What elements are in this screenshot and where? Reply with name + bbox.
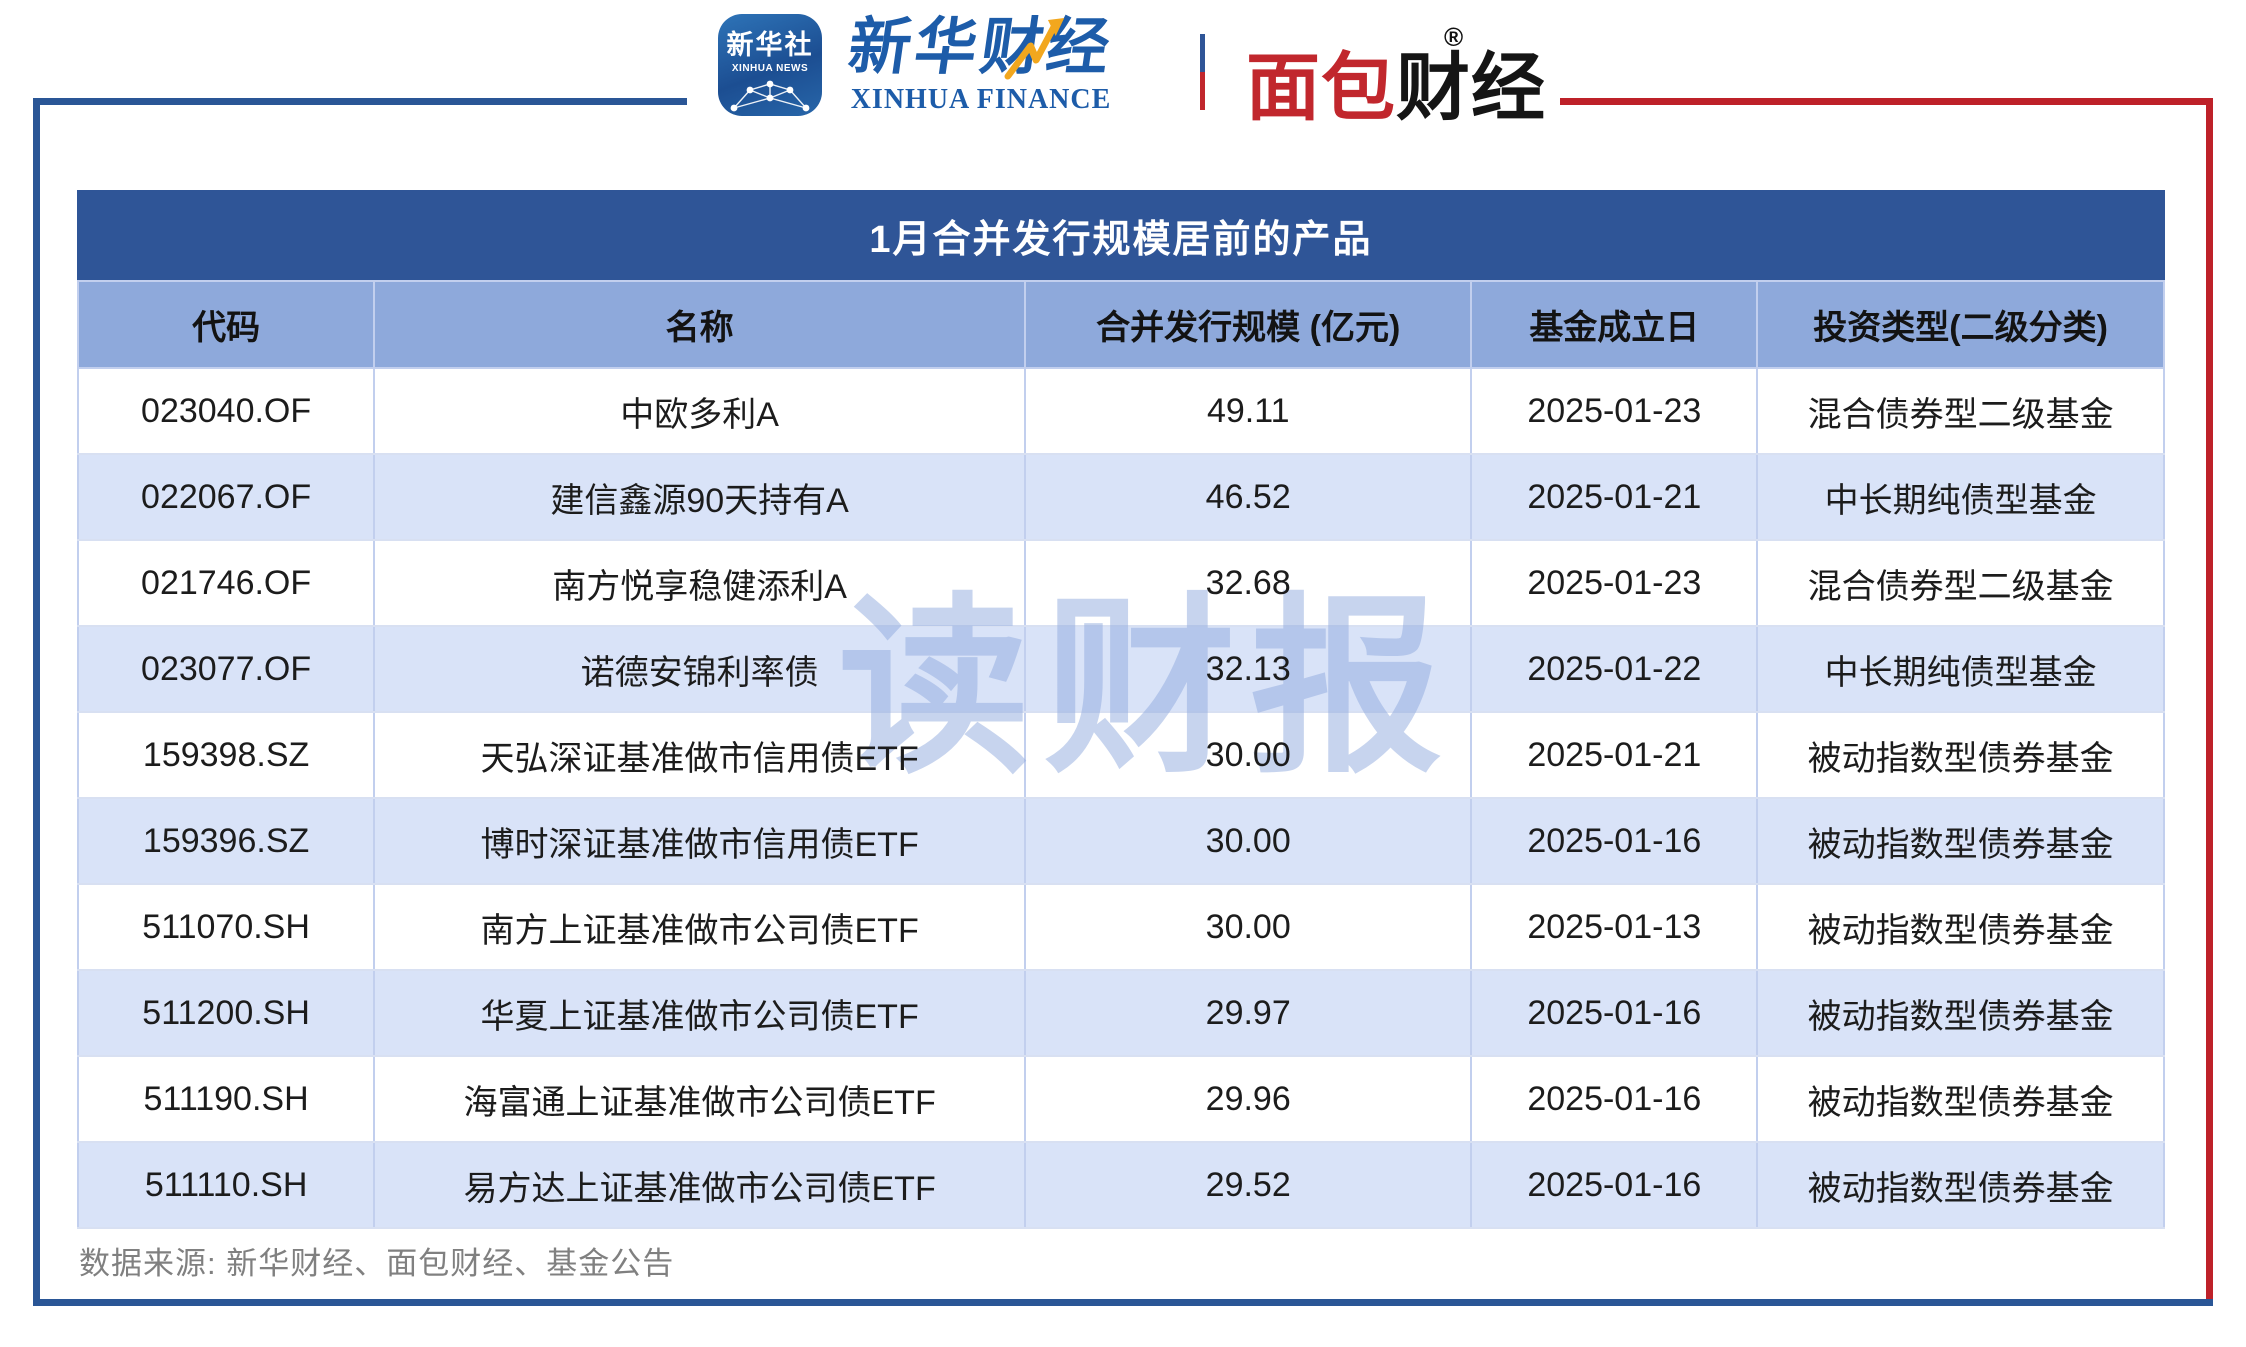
cell-name: 中欧多利A (373, 368, 1027, 455)
xinhua-finance-en-label: XINHUA FINANCE (850, 84, 1112, 116)
table-row: 023077.OF 诺德安锦利率债 32.13 2025-01-22 中长期纯债… (76, 626, 2165, 713)
cell-code: 159398.SZ (76, 712, 376, 799)
bread-finance-black-label: 财经 (1396, 46, 1546, 129)
table-row: 511110.SH 易方达上证基准做市公司债ETF 29.52 2025-01-… (76, 1142, 2165, 1229)
frame-left-border (33, 98, 40, 1306)
cell-scale: 30.00 (1024, 798, 1473, 885)
constellation-icon (730, 80, 810, 112)
cell-scale: 29.97 (1024, 970, 1473, 1057)
cell-code: 511190.SH (76, 1056, 376, 1143)
cell-name: 博时深证基准做市信用债ETF (373, 798, 1027, 885)
cell-scale: 49.11 (1024, 368, 1473, 455)
cell-type: 被动指数型债券基金 (1756, 1056, 2165, 1143)
cell-date: 2025-01-22 (1470, 626, 1759, 713)
column-header-type: 投资类型(二级分类) (1756, 280, 2165, 369)
cell-date: 2025-01-16 (1470, 798, 1759, 885)
cell-date: 2025-01-16 (1470, 1056, 1759, 1143)
cell-type: 被动指数型债券基金 (1756, 970, 2165, 1057)
cell-scale: 46.52 (1024, 454, 1473, 541)
cell-scale: 32.68 (1024, 540, 1473, 627)
cell-scale: 30.00 (1024, 712, 1473, 799)
cell-code: 023077.OF (76, 626, 376, 713)
cell-code: 511110.SH (76, 1142, 376, 1229)
cell-name: 建信鑫源90天持有A (373, 454, 1027, 541)
cell-name: 华夏上证基准做市公司债ETF (373, 970, 1027, 1057)
frame-right-border (2206, 98, 2213, 1306)
table-row: 511190.SH 海富通上证基准做市公司债ETF 29.96 2025-01-… (76, 1056, 2165, 1143)
table-header-row: 代码 名称 合并发行规模 (亿元) 基金成立日 投资类型(二级分类) (76, 280, 2165, 369)
logo-divider (1200, 34, 1205, 110)
table-row: 159398.SZ 天弘深证基准做市信用债ETF 30.00 2025-01-2… (76, 712, 2165, 799)
cell-code: 023040.OF (76, 368, 376, 455)
table-row: 022067.OF 建信鑫源90天持有A 46.52 2025-01-21 中长… (76, 454, 2165, 541)
cell-name: 南方上证基准做市公司债ETF (373, 884, 1027, 971)
cell-name: 易方达上证基准做市公司债ETF (373, 1142, 1027, 1229)
cell-type: 被动指数型债券基金 (1756, 884, 2165, 971)
cell-name: 海富通上证基准做市公司债ETF (373, 1056, 1027, 1143)
bread-finance-red-label: 面包 (1246, 46, 1396, 129)
cell-date: 2025-01-23 (1470, 368, 1759, 455)
cell-name: 天弘深证基准做市信用债ETF (373, 712, 1027, 799)
cell-scale: 30.00 (1024, 884, 1473, 971)
column-header-name: 名称 (373, 280, 1027, 369)
cell-date: 2025-01-21 (1470, 454, 1759, 541)
cell-code: 511070.SH (76, 884, 376, 971)
report-table: 1月合并发行规模居前的产品 代码 名称 合并发行规模 (亿元) 基金成立日 投资… (76, 190, 2165, 1229)
column-header-scale: 合并发行规模 (亿元) (1024, 280, 1473, 369)
cell-date: 2025-01-16 (1470, 1142, 1759, 1229)
table-row: 021746.OF 南方悦享稳健添利A 32.68 2025-01-23 混合债… (76, 540, 2165, 627)
table-row: 511070.SH 南方上证基准做市公司债ETF 30.00 2025-01-1… (76, 884, 2165, 971)
data-source: 数据来源: 新华财经、面包财经、基金公告 (79, 1246, 675, 1281)
cell-date: 2025-01-13 (1470, 884, 1759, 971)
registered-mark: ® (1444, 22, 1465, 52)
table-row: 023040.OF 中欧多利A 49.11 2025-01-23 混合债券型二级… (76, 368, 2165, 455)
column-header-code: 代码 (76, 280, 376, 369)
cell-name: 南方悦享稳健添利A (373, 540, 1027, 627)
cell-code: 511200.SH (76, 970, 376, 1057)
xinhua-news-en-label: XINHUA NEWS (731, 63, 809, 74)
frame-top-left-line (33, 98, 687, 105)
cell-code: 022067.OF (76, 454, 376, 541)
cell-date: 2025-01-23 (1470, 540, 1759, 627)
xinhua-news-icon: 新华社 XINHUA NEWS (718, 14, 822, 116)
gold-arrow-icon (1004, 18, 1065, 80)
cell-type: 被动指数型债券基金 (1756, 1142, 2165, 1229)
table-row: 159396.SZ 博时深证基准做市信用债ETF 30.00 2025-01-1… (76, 798, 2165, 885)
cell-date: 2025-01-16 (1470, 970, 1759, 1057)
cell-type: 被动指数型债券基金 (1756, 798, 2165, 885)
column-header-date: 基金成立日 (1470, 280, 1759, 369)
table-row: 511200.SH 华夏上证基准做市公司债ETF 29.97 2025-01-1… (76, 970, 2165, 1057)
cell-type: 混合债券型二级基金 (1756, 368, 2165, 455)
cell-scale: 32.13 (1024, 626, 1473, 713)
xinhua-news-cn-label: 新华社 (726, 30, 814, 60)
cell-date: 2025-01-21 (1470, 712, 1759, 799)
xinhua-finance-logo: 新华财经 XINHUA FINANCE (844, 13, 1118, 116)
frame-top-right-line (1560, 98, 2213, 105)
cell-code: 159396.SZ (76, 798, 376, 885)
cell-scale: 29.96 (1024, 1056, 1473, 1143)
fund-table: 代码 名称 合并发行规模 (亿元) 基金成立日 投资类型(二级分类) 02304… (76, 280, 2165, 1229)
cell-code: 021746.OF (76, 540, 376, 627)
cell-scale: 29.52 (1024, 1142, 1473, 1229)
cell-type: 被动指数型债券基金 (1756, 712, 2165, 799)
cell-name: 诺德安锦利率债 (373, 626, 1027, 713)
xinhua-finance-cn-label: 新华财经 (844, 13, 1118, 82)
bread-finance-logo: 面包财经 ® (1246, 22, 1546, 135)
table-title: 1月合并发行规模居前的产品 (77, 190, 2165, 280)
cell-type: 中长期纯债型基金 (1756, 626, 2165, 713)
cell-type: 混合债券型二级基金 (1756, 540, 2165, 627)
cell-type: 中长期纯债型基金 (1756, 454, 2165, 541)
frame-bottom-border (33, 1299, 2213, 1306)
